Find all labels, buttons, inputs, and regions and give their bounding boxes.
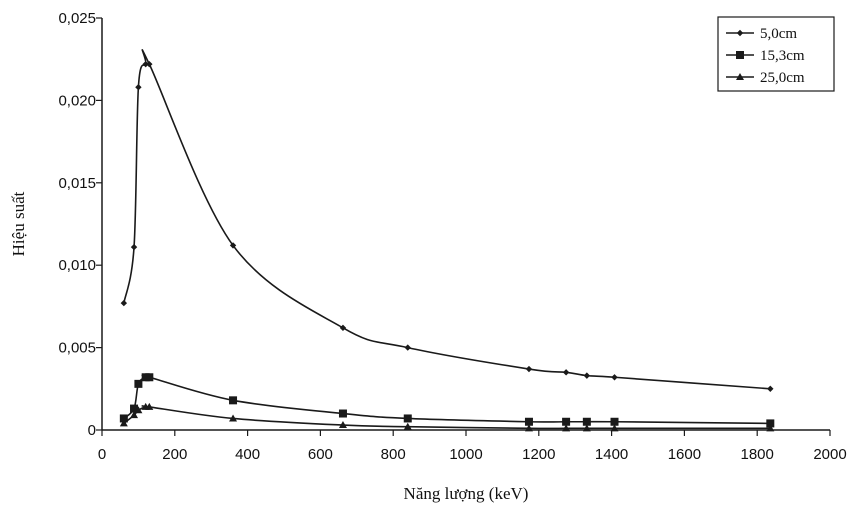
series-5cm-point — [130, 243, 138, 251]
series-15-3cm-point — [766, 419, 775, 428]
series-25cm-point — [524, 424, 533, 432]
x-tick-label: 800 — [381, 446, 406, 463]
series-5cm-point — [611, 374, 618, 381]
series-5cm — [120, 49, 774, 392]
series-15-3cm — [119, 373, 775, 428]
legend-label: 25,0cm — [760, 70, 805, 86]
x-axis-ticks: 0 200 400 600 800 1000 1200 1400 1600 1800 2000 — [98, 430, 847, 463]
legend-label: 15,3cm — [760, 48, 805, 64]
series-25cm — [119, 402, 775, 432]
series-5cm-line — [123, 49, 771, 390]
series-25cm-point — [562, 424, 571, 432]
y-axis-title: Hiệu suất — [9, 191, 28, 256]
series-15-3cm-point — [134, 379, 143, 388]
series-25cm-point — [130, 411, 139, 419]
series-5cm-point — [404, 344, 411, 351]
series-15-3cm-point — [562, 417, 571, 426]
x-tick-label: 1200 — [522, 446, 555, 463]
series-15-3cm-point — [524, 417, 533, 426]
legend-series-15-3cm-point — [736, 51, 744, 59]
series-25cm-point — [229, 414, 238, 422]
series-5cm-point — [339, 324, 347, 332]
legend-item-series-25cm: 25,0cm — [726, 70, 805, 86]
series-5cm-point — [562, 369, 570, 376]
x-tick-label: 0 — [98, 446, 106, 463]
series-15-3cm-point — [338, 409, 347, 418]
legend-label: 5,0cm — [760, 26, 797, 42]
series-25cm-point — [338, 421, 347, 429]
series-25cm-point — [610, 424, 619, 432]
series-15-3cm-point — [145, 373, 154, 382]
y-tick-label: 0 — [88, 422, 96, 439]
x-tick-label: 2000 — [813, 446, 846, 463]
series-25cm-point — [145, 402, 154, 410]
x-tick-label: 1600 — [668, 446, 701, 463]
series-25cm-point — [766, 424, 775, 432]
series-5cm-point — [767, 385, 774, 392]
y-tick-label: 0,025 — [58, 10, 96, 27]
series-5cm-point — [142, 60, 149, 68]
series-15-3cm-point — [582, 417, 591, 426]
y-tick-label: 0,020 — [58, 92, 96, 109]
series-5cm-point — [146, 60, 153, 68]
series-5cm-point — [120, 299, 128, 307]
series-15-3cm-point — [229, 396, 238, 405]
series-25cm-point — [582, 424, 591, 432]
series-15-3cm-point — [403, 414, 412, 423]
x-tick-label: 1000 — [449, 446, 482, 463]
y-axis-ticks: 0 0,005 0,010 0,015 0,020 0,025 — [58, 10, 102, 439]
series-25cm-point — [403, 422, 412, 430]
series-15-3cm-point — [610, 417, 619, 426]
y-tick-label: 0,005 — [58, 340, 96, 357]
x-tick-label: 1800 — [741, 446, 774, 463]
series-25cm-line — [123, 405, 771, 430]
series-15-3cm-line — [123, 374, 771, 425]
x-tick-label: 400 — [235, 446, 260, 463]
legend-series-25cm-point — [736, 73, 744, 80]
x-tick-label: 1400 — [595, 446, 628, 463]
series-5cm-point — [135, 84, 142, 91]
series-15-3cm-point — [119, 414, 128, 423]
series-5cm-point — [525, 365, 533, 373]
legend-item-series-15-3cm: 15,3cm — [726, 48, 805, 64]
x-tick-label: 600 — [308, 446, 333, 463]
series-15-3cm-point — [130, 404, 139, 413]
y-tick-label: 0,010 — [58, 257, 96, 274]
legend-item-series-5cm: 5,0cm — [726, 26, 797, 42]
series-5cm-point — [583, 372, 591, 379]
series-25cm-point — [134, 406, 143, 414]
legend: 5,0cm 15,3cm 25,0cm — [717, 16, 835, 92]
series-layer — [119, 49, 775, 432]
series-25cm-point — [119, 419, 128, 427]
y-tick-label: 0,015 — [58, 175, 96, 192]
legend-series-5cm-point — [736, 29, 744, 37]
x-tick-label: 200 — [162, 446, 187, 463]
x-axis-title: Năng lượng (keV) — [404, 484, 529, 503]
series-5cm-point — [229, 242, 237, 249]
